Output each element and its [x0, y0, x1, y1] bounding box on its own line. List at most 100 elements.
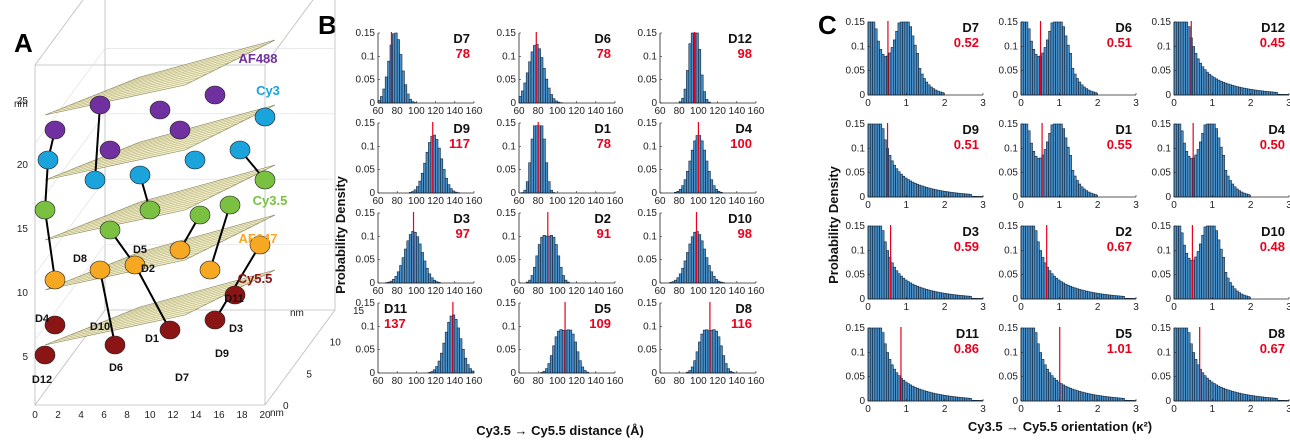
histogram-bar	[710, 179, 714, 194]
subplot-value-label: 0.86	[954, 341, 979, 356]
histogram-bar	[1064, 35, 1068, 96]
dye-bead	[89, 260, 111, 280]
x-tick-label: 0	[1171, 98, 1177, 109]
link-line	[44, 209, 56, 281]
histogram-bar	[712, 276, 716, 284]
x-tick-label: 18	[236, 410, 248, 421]
x-tick-label: 3	[1133, 200, 1139, 211]
histogram-bar	[890, 364, 894, 402]
x-tick-label: 160	[466, 196, 483, 207]
histogram-bar	[681, 98, 685, 104]
histogram-bar	[528, 61, 532, 104]
histogram-bar	[925, 187, 929, 198]
histogram-bar	[1092, 91, 1095, 96]
y-tick-label: 5	[306, 369, 312, 380]
mesh-line	[92, 237, 231, 272]
histogram-bar	[1039, 352, 1043, 402]
histogram-bar	[1094, 292, 1098, 300]
histogram-bar	[1034, 332, 1038, 402]
histogram-bar	[1096, 293, 1100, 300]
histogram-bar	[557, 255, 561, 284]
histogram-bar	[1066, 284, 1070, 300]
histogram-bar	[902, 277, 906, 300]
histogram-bar	[686, 252, 690, 284]
histogram-bar	[576, 351, 580, 374]
histogram-bar	[876, 225, 880, 300]
histogram-bar	[1043, 149, 1047, 198]
histogram-bar	[1185, 252, 1189, 300]
x-tick-label: 8	[124, 410, 130, 421]
histogram-bar	[874, 225, 878, 300]
x-tick-label: 80	[674, 196, 686, 207]
x-tick-label: 2	[55, 410, 61, 421]
histogram-bar	[1085, 190, 1089, 198]
x-tick-label: 0	[865, 404, 871, 415]
histogram-bar	[927, 84, 931, 96]
x-tick-label: 12	[167, 410, 179, 421]
histogram-bar	[899, 173, 903, 198]
histogram-bar	[1092, 394, 1095, 402]
bead-label-D9: D9	[215, 348, 229, 360]
x-tick-label: 120	[568, 196, 585, 207]
histogram-bar	[934, 89, 938, 96]
histogram-bar	[913, 386, 917, 402]
histogram-bar	[418, 243, 422, 284]
histogram-bar	[1089, 192, 1093, 198]
histogram-bar	[1233, 186, 1237, 198]
histogram-bar	[1098, 293, 1102, 300]
histogram-bar	[932, 290, 936, 300]
subplot-value-label: 78	[597, 46, 611, 61]
histogram-bar	[1180, 232, 1184, 300]
histogram-bar	[929, 290, 933, 300]
histogram-bar	[1245, 193, 1248, 198]
histogram-bar	[444, 177, 448, 194]
subplot-value-label: 0.55	[1107, 137, 1132, 152]
mesh-line	[92, 292, 231, 327]
x-tick-label: 2	[942, 98, 948, 109]
histogram-bar	[1039, 157, 1043, 198]
histogram-bar	[957, 192, 961, 198]
histogram-bar	[1029, 327, 1033, 402]
histogram-bar	[959, 193, 963, 198]
histogram-bar	[1222, 256, 1225, 300]
subplot-name-label: D1	[594, 121, 611, 136]
histogram-bar	[1041, 52, 1045, 96]
histogram-bar	[1066, 44, 1070, 96]
histogram-bar	[1082, 188, 1086, 198]
histogram-bar	[888, 52, 892, 96]
y-tick-label: 0.15	[999, 17, 1019, 28]
x-tick-label: 160	[466, 106, 483, 117]
histogram-bar	[959, 397, 963, 402]
histogram-bar	[700, 140, 704, 194]
histogram-bar	[1025, 123, 1029, 198]
mesh-line	[52, 311, 193, 343]
dye-bead	[169, 240, 191, 260]
histogram-bar	[440, 158, 444, 194]
histogram-bar	[895, 270, 899, 300]
x-tick-label: 140	[446, 376, 463, 387]
histogram-bar	[1212, 123, 1216, 198]
mesh-line	[100, 233, 238, 269]
x-tick-label: 2	[1248, 302, 1254, 313]
y-tick-label: 0.15	[1152, 119, 1172, 130]
histogram-bar	[430, 277, 434, 284]
dye-bead	[44, 270, 66, 290]
histogram-bar	[1176, 327, 1179, 402]
histogram-bar	[564, 279, 568, 284]
histogram-bar	[435, 366, 439, 374]
dye-bead	[184, 150, 206, 170]
x-tick-label: 140	[587, 286, 604, 297]
histogram-bar	[1210, 225, 1214, 300]
y-tick-label: 0.05	[999, 372, 1019, 383]
histogram-bar	[872, 225, 876, 300]
histogram-bar	[886, 250, 890, 300]
z-tick-label: 15	[17, 224, 29, 235]
dye-bead	[99, 220, 121, 240]
y-tick-label: 0.05	[356, 255, 376, 266]
z-tick-label: 25	[17, 96, 29, 107]
panel-b-ylabel: Probability Density	[333, 175, 348, 294]
y-tick-label: 0	[510, 278, 516, 289]
dye-label-AF647: AF647	[238, 231, 277, 246]
y-tick-label: 0.05	[638, 165, 658, 176]
